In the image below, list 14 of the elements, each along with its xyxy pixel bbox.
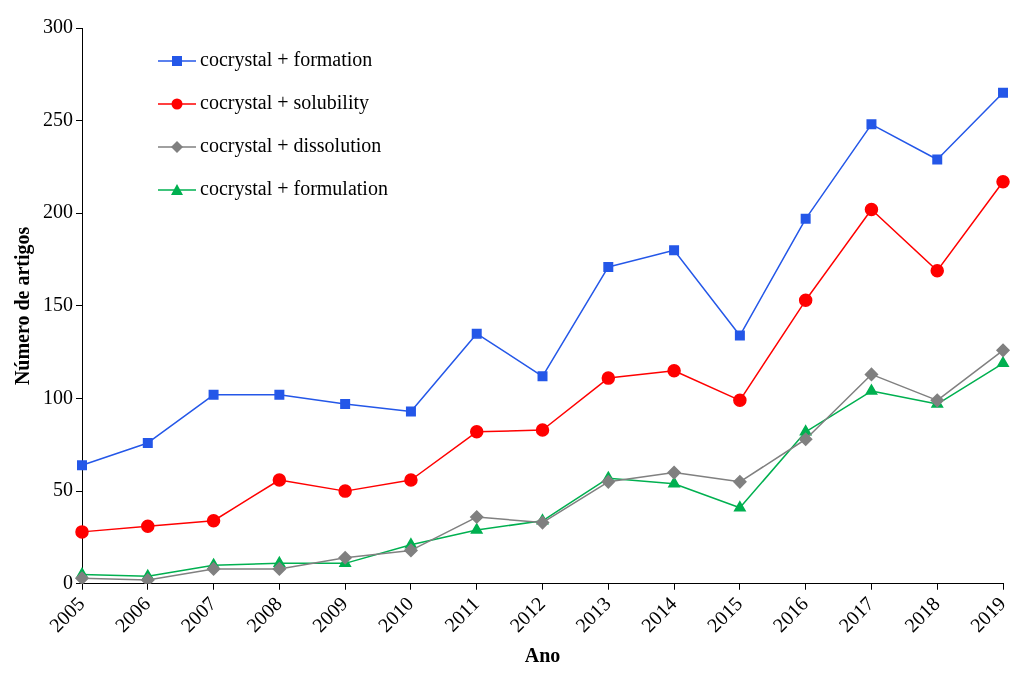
legend-label: cocrystal + solubility xyxy=(200,91,370,113)
x-tick-label: 2011 xyxy=(439,592,484,636)
y-tick-label: 300 xyxy=(43,15,73,38)
x-axis-title: Ano xyxy=(524,644,561,667)
y-tick-label: 50 xyxy=(53,478,73,501)
y-axis-title: Número de artigos xyxy=(11,226,35,386)
y-tick-label: 250 xyxy=(43,107,73,130)
legend-label: cocrystal + formulation xyxy=(200,177,388,199)
y-tick-label: 100 xyxy=(43,385,73,408)
legend-label: cocrystal + dissolution xyxy=(200,134,382,156)
y-tick-label: 0 xyxy=(63,571,73,593)
y-tick-label: 200 xyxy=(43,200,73,223)
legend-label: cocrystal + formation xyxy=(200,48,373,70)
y-tick-label: 150 xyxy=(43,293,73,316)
